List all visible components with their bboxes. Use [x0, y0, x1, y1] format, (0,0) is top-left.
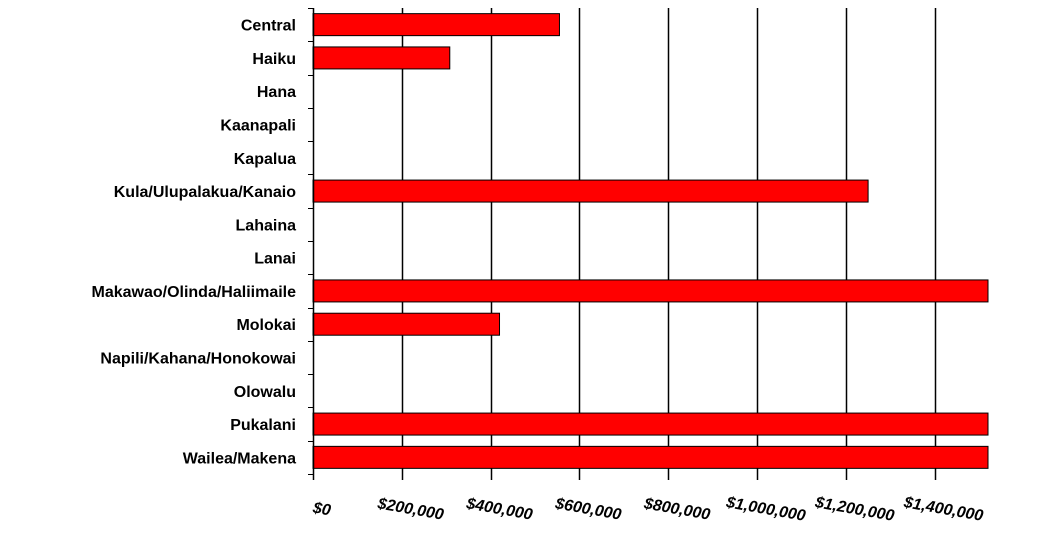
category-label: Molokai	[236, 317, 296, 334]
x-tick-label: $600,000	[553, 495, 623, 524]
category-label: Kula/Ulupalakua/Kanaio	[114, 184, 296, 201]
x-tick-label: $800,000	[642, 495, 712, 524]
x-tick-label: $200,000	[375, 495, 445, 524]
axes	[308, 8, 937, 480]
x-tick-label: $1,400,000	[902, 494, 985, 525]
category-label: Kapalua	[234, 151, 296, 168]
x-tick-labels: $0 $200,000 $400,000 $600,000 $800,000 $1,000…	[311, 494, 985, 525]
bar	[312, 13, 560, 37]
category-labels: Central Haiku Hana Kaanapali Kapalua Kula/Ulu…	[91, 18, 296, 468]
category-label: Olowalu	[234, 384, 296, 401]
x-tick-label: $1,200,000	[813, 494, 896, 525]
category-label: Lanai	[254, 251, 296, 268]
grid-lines	[401, 8, 937, 474]
bar	[312, 279, 989, 303]
bar	[312, 412, 989, 436]
category-label: Kaanapali	[220, 118, 296, 135]
x-tick-label: $1,000,000	[724, 494, 807, 525]
category-label: Pukalani	[230, 417, 296, 434]
bars	[312, 13, 989, 469]
category-label: Central	[241, 18, 296, 35]
bar	[312, 312, 501, 336]
bar	[312, 46, 451, 70]
category-label: Wailea/Makena	[183, 450, 296, 467]
category-label: Haiku	[252, 51, 296, 68]
category-label: Hana	[257, 84, 296, 101]
x-tick-label: $0	[311, 499, 333, 519]
category-label: Napili/Kahana/Honokowai	[100, 351, 296, 368]
x-tick-label: $400,000	[464, 495, 534, 524]
category-label: Makawao/Olinda/Haliimaile	[91, 284, 296, 301]
bar	[312, 445, 989, 469]
bar	[312, 179, 869, 203]
category-label: Lahaina	[236, 217, 297, 234]
